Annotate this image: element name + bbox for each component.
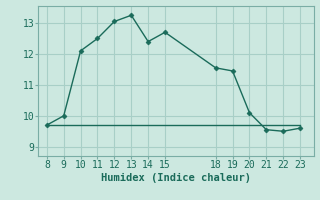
X-axis label: Humidex (Indice chaleur): Humidex (Indice chaleur): [101, 173, 251, 183]
